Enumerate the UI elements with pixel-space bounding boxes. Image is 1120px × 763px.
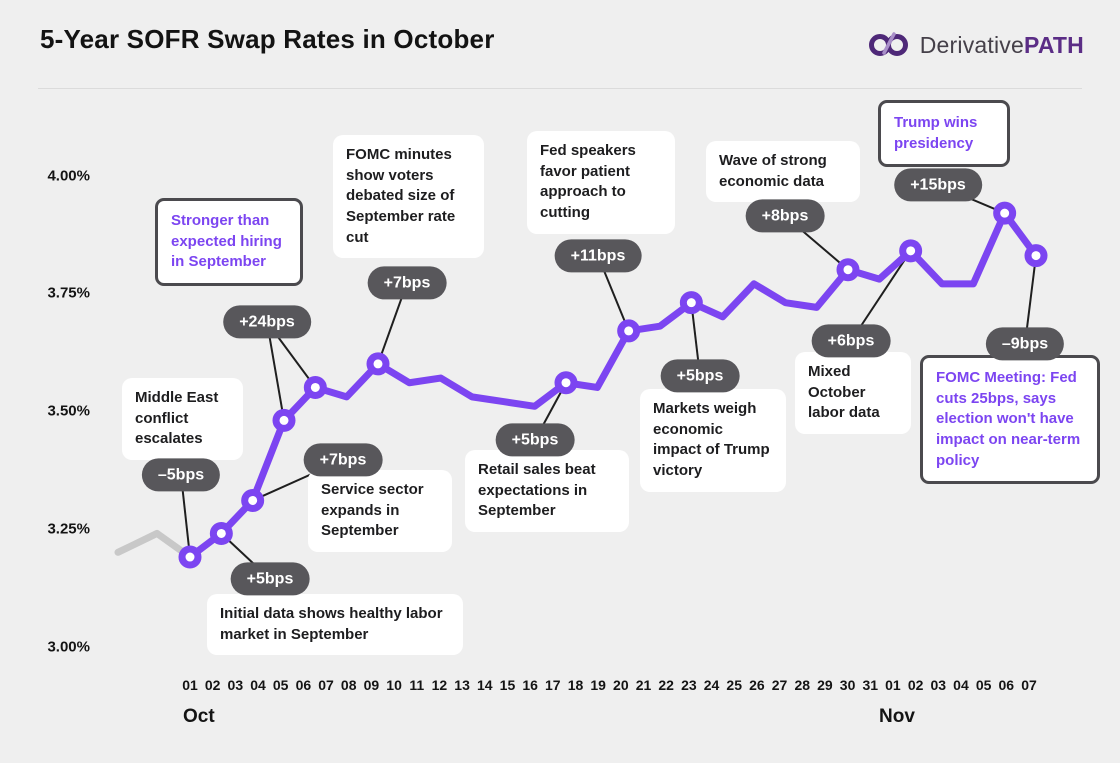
x-tick-day: 10 (386, 677, 402, 693)
x-tick-day: 04 (250, 677, 266, 693)
x-tick-day: 29 (817, 677, 833, 693)
x-tick-day: 03 (930, 677, 947, 693)
x-tick-day: 26 (749, 677, 765, 693)
month-label-oct: Oct (183, 706, 215, 727)
x-tick-day: 15 (499, 677, 516, 693)
x-tick-day: 01 (182, 677, 198, 693)
data-point-nov-07 (1024, 244, 1048, 268)
x-tick-day: 06 (295, 677, 312, 693)
x-tick-day: 19 (590, 677, 606, 693)
x-tick-day: 24 (703, 677, 720, 693)
x-tick-day: 03 (227, 677, 244, 693)
data-point-nov-06 (993, 201, 1017, 225)
x-tick-day: 22 (658, 677, 674, 693)
data-point-oct-02 (209, 521, 233, 545)
x-tick-day: 11 (409, 677, 425, 693)
x-tick-day: 16 (522, 677, 538, 693)
badge-stronger-hiring: +24bps (223, 305, 311, 339)
y-tick-4.00%: 4.00% (47, 167, 90, 184)
x-tick-day: 04 (953, 677, 969, 693)
y-tick-3.50%: 3.50% (47, 402, 90, 420)
note-fomc-meeting: FOMC Meeting: Fed cuts 25bps, says elect… (920, 355, 1100, 485)
x-tick-day: 01 (885, 677, 901, 693)
note-stronger-hiring: Stronger than expected hiring in Septemb… (155, 198, 303, 287)
note-markets-weigh: Markets weigh economic impact of Trump v… (640, 389, 786, 492)
data-point-oct-30 (836, 258, 860, 282)
header-divider (38, 88, 1082, 89)
month-label-nov: Nov (879, 706, 915, 727)
page-title: 5-Year SOFR Swap Rates in October (40, 24, 495, 54)
badge-markets-weigh: +5bps (660, 359, 740, 393)
badge-retail-sales: +5bps (495, 423, 575, 457)
x-tick-day: 02 (204, 677, 221, 693)
badge-fomc-meeting: –9bps (985, 327, 1065, 361)
brand-name: DerivativePATH (920, 32, 1084, 59)
x-tick-day: 14 (476, 677, 493, 693)
x-tick-day: 18 (567, 677, 584, 693)
data-point-oct-07 (303, 375, 327, 399)
x-tick-day: 17 (545, 677, 561, 693)
note-trump-wins: Trump wins presidency (878, 100, 1010, 168)
note-retail-sales: Retail sales beat expectations in Septem… (465, 450, 629, 533)
badge-trump-wins: +15bps (894, 168, 982, 202)
x-tick-day: 08 (340, 677, 357, 693)
y-tick-3.75%: 3.75% (47, 284, 90, 302)
data-point-oct-17 (554, 371, 578, 395)
data-point-oct-01 (178, 545, 202, 569)
x-tick-day: 23 (681, 677, 697, 693)
badge-fed-speakers: +11bps (554, 239, 642, 273)
brand-logo: DerivativePATH (867, 30, 1084, 60)
badge-service-sector: +7bps (303, 443, 383, 477)
x-tick-day: 31 (862, 677, 879, 693)
brand-name-regular: Derivative (919, 31, 1024, 58)
x-tick-day: 28 (794, 677, 811, 693)
x-tick-day: 02 (907, 677, 924, 693)
data-point-oct-21 (617, 319, 641, 343)
x-tick-day: 12 (431, 677, 448, 693)
sofr-rate-line (186, 209, 1040, 561)
badge-middle-east: –5bps (141, 458, 221, 492)
badge-mixed-october: +6bps (811, 324, 891, 358)
pre-october-line (114, 529, 194, 561)
badge-initial-data: +5bps (230, 562, 310, 596)
x-tick-day: 05 (975, 677, 992, 693)
data-point-oct-04 (272, 408, 296, 432)
x-tick-day: 21 (635, 677, 652, 693)
data-point-oct-23 (679, 291, 703, 315)
brand-name-bold: PATH (1024, 31, 1084, 58)
note-service-sector: Service sector expands in September (308, 470, 452, 553)
note-mixed-october: Mixed October labor data (795, 352, 911, 435)
x-tick-day: 20 (613, 677, 629, 693)
x-tick-day: 09 (363, 677, 380, 693)
note-middle-east: Middle East conflict escalates (122, 378, 243, 461)
x-tick-day: 25 (726, 677, 742, 693)
note-initial-data: Initial data shows healthy labor market … (207, 594, 463, 656)
y-tick-3.00%: 3.00% (47, 638, 90, 655)
data-point-oct-03 (241, 488, 265, 512)
x-tick-day: 05 (272, 677, 289, 693)
badge-fomc-minutes: +7bps (367, 266, 447, 300)
x-tick-day: 06 (998, 677, 1015, 693)
data-point-oct-09 (366, 352, 390, 376)
x-tick-day: 07 (318, 677, 334, 693)
data-point-nov-01 (899, 239, 923, 263)
x-tick-day: 27 (771, 677, 788, 693)
y-tick-3.25%: 3.25% (47, 520, 90, 538)
note-wave-strong: Wave of strong economic data (706, 141, 860, 203)
infinity-logo-icon (867, 30, 911, 60)
note-fomc-minutes: FOMC minutes show voters debated size of… (333, 135, 484, 259)
x-tick-day: 13 (454, 677, 470, 693)
x-tick-day: 07 (1021, 677, 1037, 693)
x-tick-day: 30 (839, 677, 856, 693)
badge-wave-strong: +8bps (745, 199, 825, 233)
note-fed-speakers: Fed speakers favor patient approach to c… (527, 131, 675, 234)
